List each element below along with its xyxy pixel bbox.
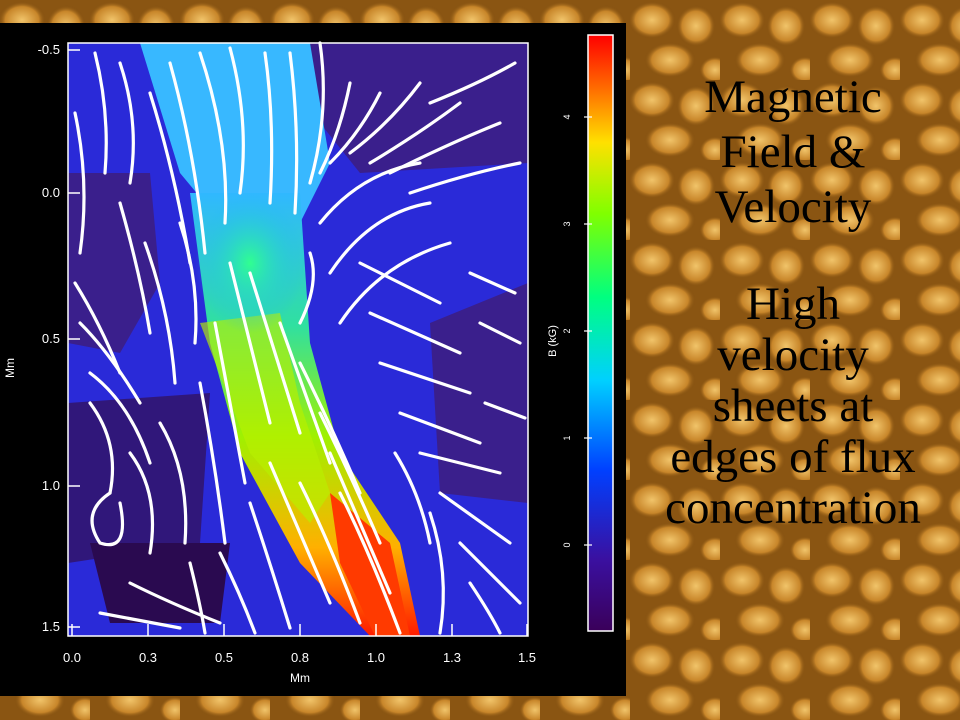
slide-text: Magnetic Field & Velocity High velocity … (626, 70, 960, 534)
plot-area (68, 43, 528, 636)
x-axis-ticks (71, 624, 528, 636)
slide-body: High velocity sheets at edges of flux co… (626, 279, 960, 534)
x-axis-tick-labels: 0.0 0.3 0.5 0.8 1.0 1.3 1.5 (63, 650, 536, 665)
body-line: concentration (665, 482, 921, 534)
colorbar: 0 1 2 3 4 B (kG) (547, 34, 614, 632)
heading-line: Field & (720, 126, 866, 178)
spacer (626, 235, 960, 279)
figure-panel: -0.5 0.0 0.5 1.0 1.5 Mm 0.0 0.3 0.5 0.8 … (0, 23, 626, 696)
heading-line: Velocity (714, 181, 872, 233)
heading-line: Magnetic (704, 71, 882, 123)
y-axis-ticks (68, 49, 80, 628)
x-tick-label: 1.0 (367, 650, 385, 665)
colorbar-tick-label: 2 (562, 328, 572, 333)
colorbar-tick-label: 0 (562, 542, 572, 547)
slide-heading: Magnetic Field & Velocity (626, 70, 960, 235)
y-axis-tick-labels: -0.5 0.0 0.5 1.0 1.5 (38, 42, 60, 634)
body-line: edges of flux (670, 431, 916, 483)
colorbar-tick-label: 3 (562, 221, 572, 226)
y-tick-label: 0.0 (42, 185, 60, 200)
x-tick-label: 0.3 (139, 650, 157, 665)
velocity-streamlines (73, 41, 527, 635)
y-tick-label: -0.5 (38, 42, 60, 57)
x-axis-label: Mm (290, 671, 310, 685)
y-tick-label: 1.0 (42, 478, 60, 493)
x-tick-label: 1.3 (443, 650, 461, 665)
y-tick-label: 1.5 (42, 619, 60, 634)
y-axis-label: Mm (3, 358, 17, 378)
body-line: High (746, 278, 840, 330)
x-tick-label: 0.5 (215, 650, 233, 665)
colorbar-tick-label: 1 (562, 435, 572, 440)
body-line: sheets at (712, 380, 874, 432)
x-tick-label: 0.0 (63, 650, 81, 665)
colorbar-label: B (kG) (547, 325, 559, 357)
x-tick-label: 1.5 (518, 650, 536, 665)
colorbar-tick-label: 4 (562, 114, 572, 119)
y-tick-label: 0.5 (42, 331, 60, 346)
body-line: velocity (717, 329, 869, 381)
x-tick-label: 0.8 (291, 650, 309, 665)
magnetic-field-velocity-map: -0.5 0.0 0.5 1.0 1.5 Mm 0.0 0.3 0.5 0.8 … (3, 34, 614, 685)
